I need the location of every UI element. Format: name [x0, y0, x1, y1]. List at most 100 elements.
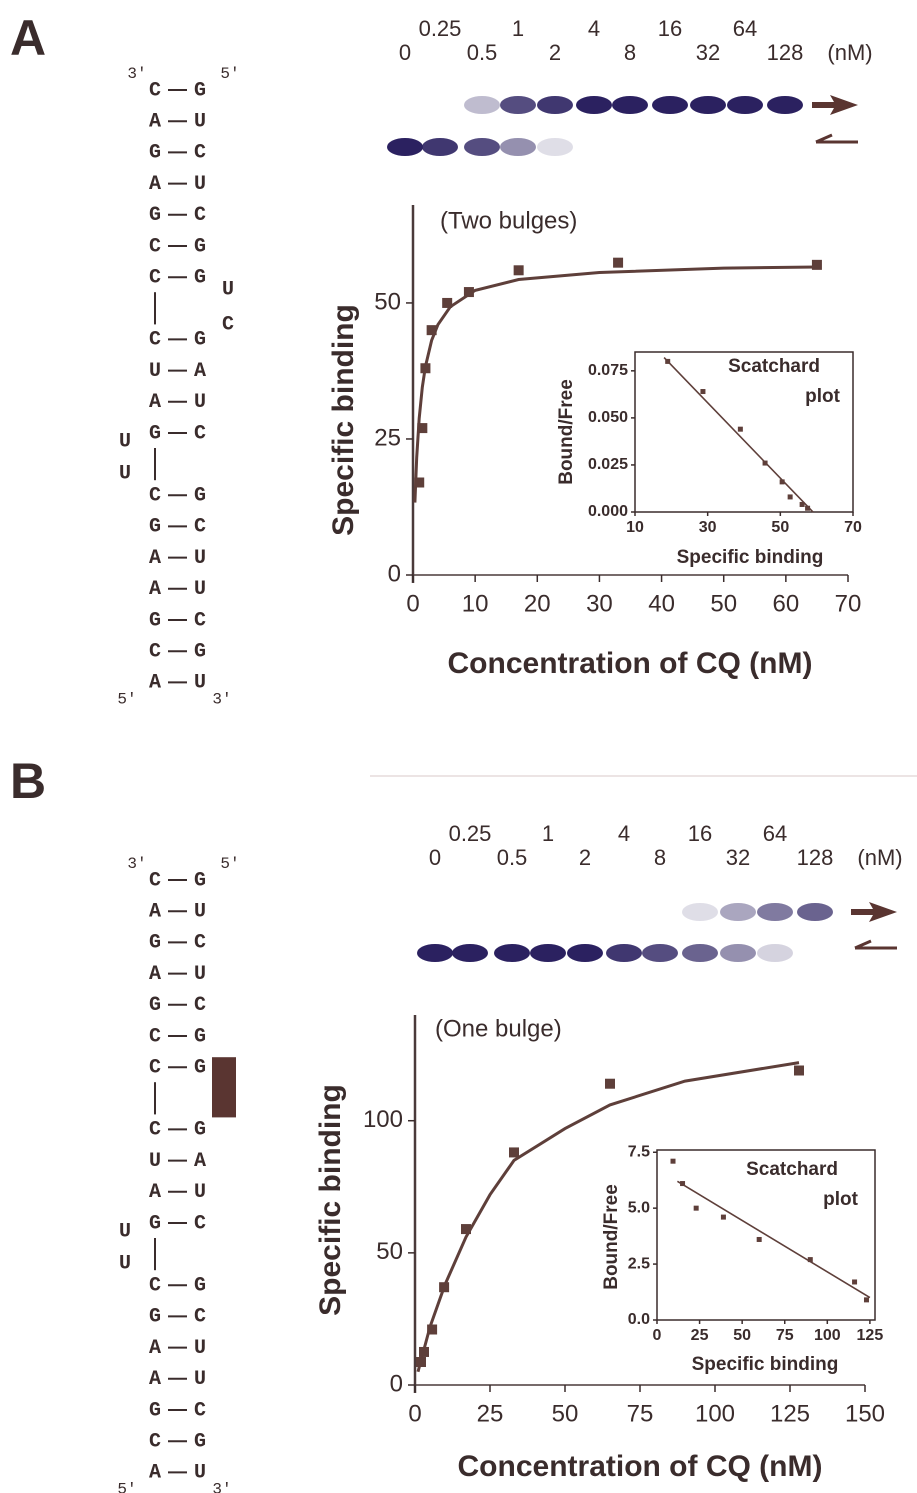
gel-band: [576, 96, 612, 114]
x-axis-title: Concentration of CQ (nM): [458, 1450, 823, 1483]
base: A: [194, 1150, 206, 1173]
data-point: [694, 1206, 699, 1211]
strand-end: 3': [212, 1481, 231, 1493]
base: C: [194, 1212, 206, 1235]
lane-label: 16: [658, 16, 682, 41]
base: A: [149, 547, 161, 570]
annotation: (One bulge): [435, 1015, 562, 1042]
base: C: [194, 609, 206, 632]
lane-label: 128: [797, 845, 834, 870]
gel-band: [720, 903, 756, 921]
gel-band: [387, 138, 423, 156]
x-tick-label: 50: [733, 1327, 751, 1344]
gel-unit: (nM): [827, 40, 872, 65]
gel-unit: (nM): [857, 845, 902, 870]
data-point: [852, 1279, 857, 1284]
annotation: Scatchard: [728, 356, 820, 377]
base: G: [194, 1274, 206, 1297]
x-tick-label: 50: [552, 1400, 579, 1427]
base: G: [194, 266, 206, 289]
lane-label: 128: [767, 40, 804, 65]
base: G: [149, 422, 161, 445]
strand-end: 3': [127, 855, 146, 873]
base: U: [149, 360, 161, 383]
base: C: [194, 204, 206, 227]
panel-label: A: [10, 10, 46, 66]
x-tick-label: 40: [648, 590, 675, 617]
gel-band: [464, 96, 500, 114]
base: U: [194, 1462, 206, 1485]
strand-end: 5': [117, 1481, 136, 1493]
y-axis-title: Specific binding: [314, 1084, 347, 1316]
data-point: [420, 363, 430, 373]
y-tick-label: 5.0: [628, 1199, 650, 1216]
base: G: [194, 1430, 206, 1453]
data-point: [805, 506, 810, 511]
lane-label: 8: [624, 40, 636, 65]
base: C: [149, 1025, 161, 1048]
y-tick-label: 0.050: [588, 409, 628, 426]
base: A: [149, 110, 161, 133]
lane-label: 0.25: [419, 16, 462, 41]
bulge-base: U: [119, 1252, 131, 1275]
base: C: [149, 1119, 161, 1142]
base: U: [194, 963, 206, 986]
data-point: [808, 1257, 813, 1262]
x-tick-label: 50: [771, 519, 789, 536]
base: A: [194, 360, 206, 383]
gel-band: [606, 944, 642, 962]
y-axis-title: Specific binding: [327, 304, 360, 536]
gel-band: [452, 944, 488, 962]
data-point: [665, 359, 670, 364]
base: C: [149, 79, 161, 102]
lane-label: 16: [688, 821, 712, 846]
base: A: [149, 578, 161, 601]
base: G: [194, 1056, 206, 1079]
gel-band: [767, 96, 803, 114]
lane-label: 4: [588, 16, 600, 41]
base: G: [194, 235, 206, 258]
base: G: [149, 1306, 161, 1329]
gel-band: [690, 96, 726, 114]
y-axis-title: Bound/Free: [601, 1184, 622, 1290]
x-tick-label: 150: [845, 1400, 885, 1427]
bulge-base: U: [119, 430, 131, 453]
base: C: [194, 1306, 206, 1329]
y-tick-label: 0: [388, 560, 401, 587]
y-tick-label: 0.0: [628, 1311, 650, 1328]
y-tick-label: 0.000: [588, 503, 628, 520]
base: U: [194, 1181, 206, 1204]
base: G: [194, 484, 206, 507]
x-tick-label: 125: [770, 1400, 810, 1427]
data-point: [439, 1282, 449, 1292]
x-tick-label: 0: [653, 1327, 662, 1344]
base: C: [149, 1274, 161, 1297]
lane-label: 2: [549, 40, 561, 65]
base: C: [149, 640, 161, 663]
base: G: [149, 142, 161, 165]
base: G: [194, 869, 206, 892]
lane-label: 8: [654, 845, 666, 870]
data-point: [605, 1079, 615, 1089]
base: G: [149, 1399, 161, 1422]
gel-band: [720, 944, 756, 962]
base: G: [149, 516, 161, 539]
data-point: [414, 478, 424, 488]
lane-label: 2: [579, 845, 591, 870]
strand-end: 5': [220, 65, 239, 83]
x-tick-label: 30: [586, 590, 613, 617]
data-point: [812, 260, 822, 270]
base: U: [194, 672, 206, 695]
data-point: [464, 287, 474, 297]
y-tick-label: 7.5: [628, 1143, 650, 1160]
data-point: [738, 427, 743, 432]
y-tick-label: 0.075: [588, 362, 628, 379]
gel-band: [464, 138, 500, 156]
data-point: [514, 265, 524, 275]
base: G: [194, 329, 206, 352]
x-tick-label: 50: [710, 590, 737, 617]
lane-label: 1: [542, 821, 554, 846]
base: C: [149, 484, 161, 507]
x-tick-label: 25: [477, 1400, 504, 1427]
gel-band: [652, 96, 688, 114]
